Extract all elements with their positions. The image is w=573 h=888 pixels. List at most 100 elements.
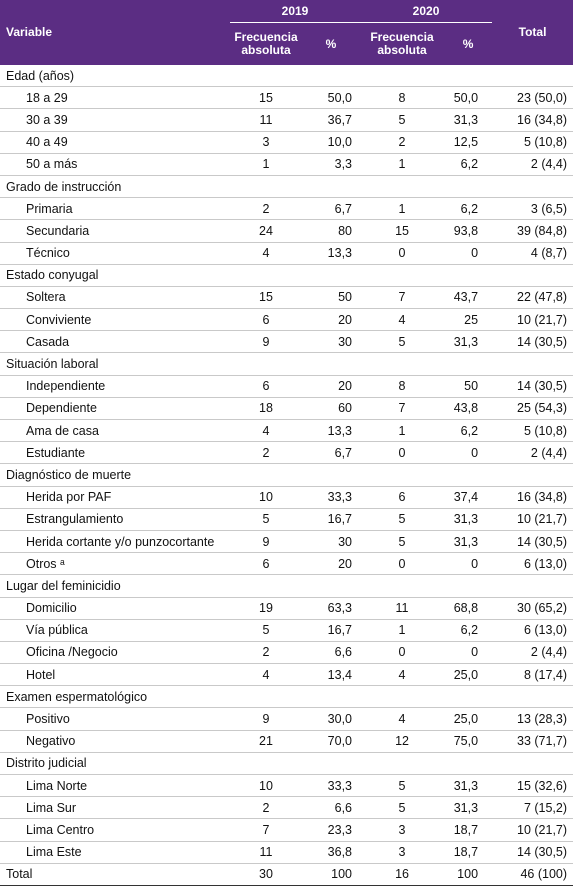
- section-row: Diagnóstico de muerte: [0, 463, 573, 487]
- table-cell: 6,7: [302, 197, 361, 221]
- section-row: Grado de instrucción: [0, 175, 573, 199]
- table-cell: 21: [230, 730, 302, 753]
- table-row: Lima Este 11 36,8 3 18,7 14 (30,5): [0, 841, 573, 864]
- table-cell: 100: [302, 863, 361, 886]
- table-row: Herida por PAF 10 33,3 6 37,4 16 (34,8): [0, 486, 573, 509]
- table-cell: 0: [444, 242, 493, 265]
- table-cell: 43,8: [444, 397, 493, 421]
- table-cell: Soltera: [0, 286, 230, 310]
- table-cell: 5: [360, 330, 445, 354]
- table-cell: 7 (15,2): [492, 796, 573, 820]
- header-cell: Frecuencia absoluta: [230, 22, 302, 65]
- table-cell: Positivo: [0, 707, 230, 731]
- table-cell: 0: [360, 441, 445, 465]
- table-cell: 31,3: [444, 330, 493, 354]
- table-cell: Ama de casa: [0, 419, 230, 443]
- section-row: Situación laboral: [0, 352, 573, 376]
- table-cell: 6: [360, 486, 445, 509]
- section-row: Examen espermatológico: [0, 685, 573, 709]
- table-cell: 10: [230, 774, 302, 798]
- table-cell: 36,7: [302, 108, 361, 132]
- table-cell: 6,2: [444, 153, 493, 176]
- table-cell: 50,0: [444, 86, 493, 110]
- table-cell: 36,8: [302, 841, 361, 864]
- table-cell: Hotel: [0, 663, 230, 687]
- table-cell: Vía pública: [0, 619, 230, 642]
- table-cell: 13,3: [302, 419, 361, 443]
- table-cell: 15: [360, 219, 445, 243]
- table-cell: 43,7: [444, 286, 493, 310]
- table-row: Vía pública 5 16,7 1 6,2 6 (13,0): [0, 619, 573, 642]
- table-cell: 14 (30,5): [492, 530, 573, 554]
- table-row: Casada 9 30 5 31,3 14 (30,5): [0, 330, 573, 354]
- table-cell: 33,3: [302, 774, 361, 798]
- table-cell: 6: [230, 552, 302, 576]
- table-row: Lima Norte 10 33,3 5 31,3 15 (32,6): [0, 774, 573, 798]
- section-title: Diagnóstico de muerte: [0, 463, 573, 487]
- table-row: Técnico 4 13,3 0 0 4 (8,7): [0, 242, 573, 265]
- table-cell: 2: [230, 197, 302, 221]
- table-cell: 12,5: [444, 131, 493, 154]
- table-cell: 5: [230, 619, 302, 642]
- table-cell: 10,0: [302, 131, 361, 154]
- table-cell: 50,0: [302, 86, 361, 110]
- table-cell: 2: [230, 796, 302, 820]
- section-title: Lugar del feminicidio: [0, 574, 573, 598]
- table-cell: Otros ᵃ: [0, 552, 230, 576]
- table-cell: Herida cortante y/o punzocortante: [0, 530, 230, 554]
- table-cell: 5: [360, 774, 445, 798]
- table-cell: 15: [230, 286, 302, 310]
- table-cell: 9: [230, 330, 302, 354]
- table-row: Oficina /Negocio 2 6,6 0 0 2 (4,4): [0, 641, 573, 665]
- table-cell: 5: [360, 530, 445, 554]
- table-cell: 24: [230, 219, 302, 243]
- table-cell: 10 (21,7): [492, 308, 573, 332]
- table-body: Edad (años) 18 a 29 15 50,0 8 50,0 23 (50,0) 30…: [0, 65, 573, 886]
- table-cell: 5: [360, 796, 445, 820]
- table-cell: 100: [444, 863, 493, 886]
- table-cell: 14 (30,5): [492, 841, 573, 864]
- table-cell: Casada: [0, 330, 230, 354]
- table-cell: 0: [360, 242, 445, 265]
- table-cell: Conviviente: [0, 308, 230, 332]
- table-cell: 7: [230, 818, 302, 842]
- table-cell: 0: [444, 552, 493, 576]
- table-cell: 30 (65,2): [492, 597, 573, 620]
- table-cell: Estudiante: [0, 441, 230, 465]
- table-cell: Total: [0, 863, 230, 886]
- table-cell: 30: [230, 863, 302, 886]
- table-cell: 0: [360, 641, 445, 665]
- table-cell: 60: [302, 397, 361, 421]
- table-cell: Lima Este: [0, 841, 230, 864]
- table-cell: 0: [360, 552, 445, 576]
- table-cell: 68,8: [444, 597, 493, 620]
- table-cell: 11: [360, 597, 445, 620]
- table-cell: 6,6: [302, 641, 361, 665]
- section-title: Estado conyugal: [0, 264, 573, 287]
- table-cell: 4: [360, 308, 445, 332]
- table-row: 40 a 49 3 10,0 2 12,5 5 (10,8): [0, 131, 573, 154]
- table-cell: 30,0: [302, 707, 361, 731]
- table-cell: 5 (10,8): [492, 131, 573, 154]
- table-cell: 9: [230, 707, 302, 731]
- table-row: Estudiante 2 6,7 0 0 2 (4,4): [0, 441, 573, 465]
- table-row: 18 a 29 15 50,0 8 50,0 23 (50,0): [0, 86, 573, 110]
- table-cell: 93,8: [444, 219, 493, 243]
- table-cell: 11: [230, 108, 302, 132]
- table-cell: 16,7: [302, 508, 361, 531]
- table-cell: 3: [230, 131, 302, 154]
- table-cell: 6,7: [302, 441, 361, 465]
- table-row: Domicilio 19 63,3 11 68,8 30 (65,2): [0, 597, 573, 620]
- table-row: Conviviente 6 20 4 25 10 (21,7): [0, 308, 573, 332]
- table-cell: Herida por PAF: [0, 486, 230, 509]
- table-cell: 20: [302, 375, 361, 398]
- table-cell: 16 (34,8): [492, 108, 573, 132]
- table-cell: 31,3: [444, 108, 493, 132]
- table-row: Total 30 100 16 100 46 (100): [0, 863, 573, 886]
- table-cell: 3: [360, 818, 445, 842]
- table-row: Positivo 9 30,0 4 25,0 13 (28,3): [0, 707, 573, 731]
- table-cell: 16 (34,8): [492, 486, 573, 509]
- table-cell: 4: [360, 707, 445, 731]
- table-cell: 31,3: [444, 774, 493, 798]
